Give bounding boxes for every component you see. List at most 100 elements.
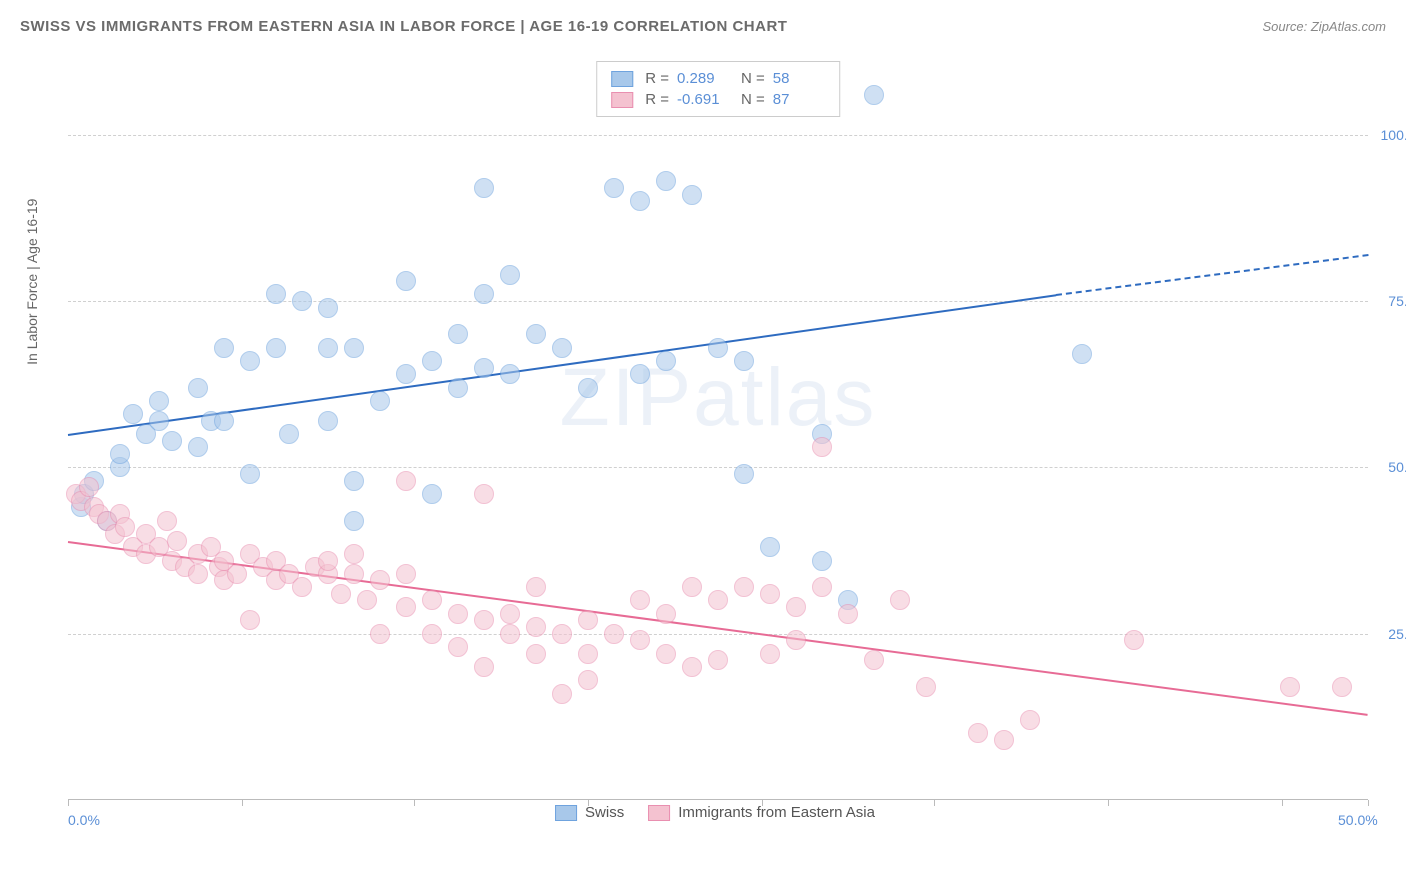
data-point bbox=[396, 564, 416, 584]
data-point bbox=[578, 610, 598, 630]
data-point bbox=[214, 338, 234, 358]
data-point bbox=[344, 338, 364, 358]
data-point bbox=[110, 444, 130, 464]
data-point bbox=[396, 597, 416, 617]
data-point bbox=[864, 650, 884, 670]
legend-swatch-immigrants bbox=[648, 805, 670, 821]
x-tick bbox=[934, 800, 935, 806]
n-label: N = bbox=[741, 91, 765, 108]
data-point bbox=[630, 630, 650, 650]
x-tick bbox=[68, 800, 69, 806]
y-tick-label: 25.0% bbox=[1388, 626, 1406, 642]
data-point bbox=[474, 178, 494, 198]
x-tick bbox=[242, 800, 243, 806]
data-point bbox=[682, 577, 702, 597]
chart-title: SWISS VS IMMIGRANTS FROM EASTERN ASIA IN… bbox=[20, 18, 787, 35]
data-point bbox=[318, 298, 338, 318]
data-point bbox=[422, 624, 442, 644]
y-tick-label: 50.0% bbox=[1388, 459, 1406, 475]
data-point bbox=[656, 604, 676, 624]
data-point bbox=[656, 171, 676, 191]
data-point bbox=[734, 464, 754, 484]
data-point bbox=[448, 637, 468, 657]
chart-container: In Labor Force | Age 16-19 ZIPatlas 25.0… bbox=[40, 55, 1390, 825]
x-tick bbox=[1282, 800, 1283, 806]
data-point bbox=[115, 517, 135, 537]
data-point bbox=[578, 644, 598, 664]
legend-label-immigrants: Immigrants from Eastern Asia bbox=[678, 804, 875, 821]
data-point bbox=[422, 351, 442, 371]
legend-stats: R =0.289N =58R =-0.691N =87 bbox=[596, 61, 840, 117]
trendline bbox=[1056, 255, 1368, 297]
data-point bbox=[1280, 677, 1300, 697]
data-point bbox=[240, 351, 260, 371]
data-point bbox=[214, 411, 234, 431]
data-point bbox=[734, 577, 754, 597]
gridline bbox=[68, 301, 1368, 302]
data-point bbox=[318, 551, 338, 571]
data-point bbox=[812, 577, 832, 597]
data-point bbox=[396, 471, 416, 491]
data-point bbox=[292, 291, 312, 311]
data-point bbox=[656, 351, 676, 371]
y-tick-label: 100.0% bbox=[1381, 127, 1406, 143]
data-point bbox=[188, 437, 208, 457]
data-point bbox=[167, 531, 187, 551]
data-point bbox=[370, 624, 390, 644]
x-tick bbox=[1108, 800, 1109, 806]
data-point bbox=[526, 577, 546, 597]
n-label: N = bbox=[741, 70, 765, 87]
data-point bbox=[708, 590, 728, 610]
legend-stats-row: R =-0.691N =87 bbox=[611, 89, 825, 110]
data-point bbox=[552, 624, 572, 644]
data-point bbox=[422, 590, 442, 610]
y-axis-title: In Labor Force | Age 16-19 bbox=[24, 199, 40, 365]
data-point bbox=[240, 464, 260, 484]
data-point bbox=[162, 431, 182, 451]
r-label: R = bbox=[645, 91, 669, 108]
data-point bbox=[760, 537, 780, 557]
data-point bbox=[448, 324, 468, 344]
data-point bbox=[708, 338, 728, 358]
gridline bbox=[68, 634, 1368, 635]
data-point bbox=[682, 657, 702, 677]
data-point bbox=[500, 364, 520, 384]
data-point bbox=[240, 610, 260, 630]
data-point bbox=[578, 378, 598, 398]
data-point bbox=[357, 590, 377, 610]
data-point bbox=[474, 284, 494, 304]
data-point bbox=[188, 378, 208, 398]
data-point bbox=[500, 604, 520, 624]
data-point bbox=[864, 85, 884, 105]
x-tick-label: 0.0% bbox=[68, 812, 100, 828]
data-point bbox=[448, 378, 468, 398]
data-point bbox=[760, 584, 780, 604]
n-value: 87 bbox=[773, 91, 825, 108]
data-point bbox=[682, 185, 702, 205]
data-point bbox=[318, 338, 338, 358]
data-point bbox=[422, 484, 442, 504]
legend-item-immigrants: Immigrants from Eastern Asia bbox=[648, 804, 875, 821]
legend-stats-row: R =0.289N =58 bbox=[611, 68, 825, 89]
data-point bbox=[630, 364, 650, 384]
data-point bbox=[786, 597, 806, 617]
legend-swatch-swiss bbox=[555, 805, 577, 821]
data-point bbox=[266, 338, 286, 358]
data-point bbox=[968, 723, 988, 743]
data-point bbox=[760, 644, 780, 664]
r-value: 0.289 bbox=[677, 70, 729, 87]
data-point bbox=[188, 564, 208, 584]
data-point bbox=[656, 644, 676, 664]
data-point bbox=[331, 584, 351, 604]
data-point bbox=[344, 564, 364, 584]
data-point bbox=[279, 424, 299, 444]
data-point bbox=[474, 610, 494, 630]
data-point bbox=[448, 604, 468, 624]
legend-swatch bbox=[611, 92, 633, 108]
legend-label-swiss: Swiss bbox=[585, 804, 624, 821]
data-point bbox=[149, 391, 169, 411]
data-point bbox=[1124, 630, 1144, 650]
r-label: R = bbox=[645, 70, 669, 87]
data-point bbox=[370, 570, 390, 590]
data-point bbox=[123, 404, 143, 424]
